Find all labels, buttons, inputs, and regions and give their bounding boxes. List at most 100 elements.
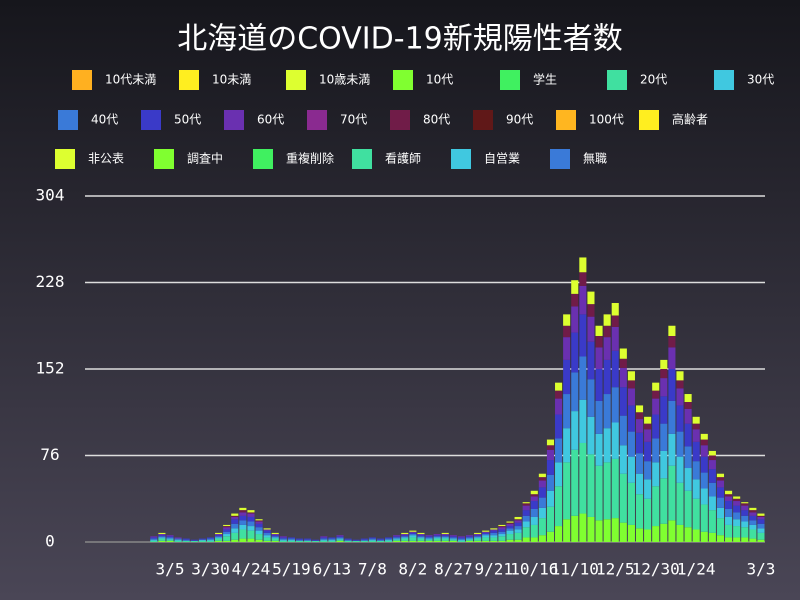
x-tick-label: 11/10 bbox=[551, 560, 599, 579]
x-tick-label: 3/30 bbox=[191, 560, 230, 579]
bar-segment bbox=[692, 498, 700, 530]
bar-segment bbox=[571, 332, 579, 373]
bar-segment bbox=[749, 507, 757, 511]
bar-segment bbox=[182, 540, 190, 542]
bar-segment bbox=[409, 531, 417, 533]
bar-segment bbox=[174, 537, 182, 539]
bar-segment bbox=[368, 540, 376, 542]
legend-label: 40代 bbox=[91, 113, 118, 127]
bar-segment bbox=[538, 473, 546, 478]
bar-segment bbox=[441, 536, 449, 538]
bar-segment bbox=[635, 494, 644, 529]
x-tick-label: 7/8 bbox=[358, 560, 387, 579]
bar-segment bbox=[360, 539, 368, 541]
x-tick-label: 6/13 bbox=[313, 560, 352, 579]
bar-segment bbox=[474, 540, 482, 542]
bar-segment bbox=[660, 369, 668, 379]
legend-swatch bbox=[352, 149, 372, 169]
bar-segment bbox=[279, 538, 287, 540]
bar-segment bbox=[741, 537, 749, 542]
bar-segment bbox=[506, 534, 514, 540]
legend-swatch bbox=[307, 110, 327, 130]
x-tick-label: 3/5 bbox=[156, 560, 185, 579]
bar-segment bbox=[684, 394, 692, 403]
bar-segment bbox=[700, 445, 708, 457]
bar-segment bbox=[660, 523, 668, 542]
bar-segment bbox=[320, 536, 328, 538]
bar-segment bbox=[676, 371, 684, 381]
bar-segment bbox=[700, 456, 708, 473]
bar-segment bbox=[231, 523, 239, 529]
bar-segment bbox=[474, 534, 482, 536]
bar-segment bbox=[555, 414, 563, 439]
bar-segment bbox=[530, 516, 538, 525]
bar-segment bbox=[449, 539, 457, 541]
bar-segment bbox=[692, 529, 700, 542]
bar-segment bbox=[328, 537, 336, 539]
bar-segment bbox=[652, 414, 660, 439]
bar-segment bbox=[506, 523, 514, 527]
bar-segment bbox=[668, 400, 676, 434]
bar-segment bbox=[587, 316, 595, 342]
bar-segment bbox=[725, 501, 733, 509]
bar-segment bbox=[579, 513, 587, 542]
bar-segment bbox=[271, 532, 279, 535]
bar-segment bbox=[652, 462, 660, 487]
bar-segment bbox=[409, 534, 417, 536]
bar-segment bbox=[498, 534, 506, 537]
bar-segment bbox=[595, 335, 603, 348]
x-tick-label: 12/5 bbox=[596, 560, 635, 579]
bar-segment bbox=[465, 536, 474, 538]
bar-segment bbox=[652, 398, 660, 415]
bar-segment bbox=[538, 507, 546, 519]
bar-segment bbox=[368, 539, 376, 541]
bar-segment bbox=[627, 524, 635, 542]
bar-segment bbox=[522, 521, 530, 528]
legend-label: 80代 bbox=[423, 113, 450, 127]
bar-segment bbox=[563, 314, 571, 326]
bar-segment bbox=[482, 535, 490, 538]
legend-swatch bbox=[639, 110, 659, 130]
bar-segment bbox=[644, 529, 652, 542]
bar-segment bbox=[571, 372, 579, 412]
bar-segment bbox=[328, 540, 336, 542]
bar-segment bbox=[668, 520, 676, 542]
bar-segment bbox=[287, 537, 295, 539]
legend-swatch bbox=[179, 70, 199, 90]
bar-segment bbox=[757, 528, 765, 533]
bar-segment bbox=[498, 527, 506, 530]
bar-segment bbox=[498, 536, 506, 541]
bar-segment bbox=[611, 350, 619, 388]
bar-segment bbox=[652, 438, 660, 463]
bar-segment bbox=[619, 445, 627, 474]
x-tick-label: 8/27 bbox=[434, 560, 473, 579]
bar-segment bbox=[433, 535, 441, 537]
bar-segment bbox=[320, 538, 328, 540]
legend-label: 看護師 bbox=[385, 151, 421, 166]
bar-segment bbox=[376, 538, 385, 540]
bar-segment bbox=[198, 540, 206, 542]
bar-segment bbox=[401, 532, 409, 535]
bar-segment bbox=[757, 516, 765, 520]
bar-segment bbox=[684, 468, 692, 491]
bar-segment bbox=[255, 521, 263, 524]
bar-segment bbox=[546, 531, 555, 542]
bar-segment bbox=[725, 490, 733, 495]
bar-segment bbox=[482, 540, 490, 542]
legend-label: 50代 bbox=[174, 113, 201, 127]
legend-label: 重複削除 bbox=[286, 151, 334, 166]
bar-segment bbox=[263, 535, 271, 538]
bar-segment bbox=[506, 539, 514, 542]
bar-segment bbox=[619, 348, 627, 359]
bar-segment bbox=[385, 537, 393, 539]
bar-segment bbox=[393, 540, 401, 542]
bar-segment bbox=[716, 535, 725, 542]
bar-segment bbox=[206, 537, 215, 539]
bar-segment bbox=[474, 536, 482, 538]
bar-segment bbox=[611, 315, 619, 327]
bar-segment bbox=[546, 474, 555, 491]
bar-segment bbox=[579, 257, 587, 273]
bar-segment bbox=[579, 314, 587, 357]
bar-segment bbox=[360, 540, 368, 542]
bar-segment bbox=[619, 358, 627, 368]
